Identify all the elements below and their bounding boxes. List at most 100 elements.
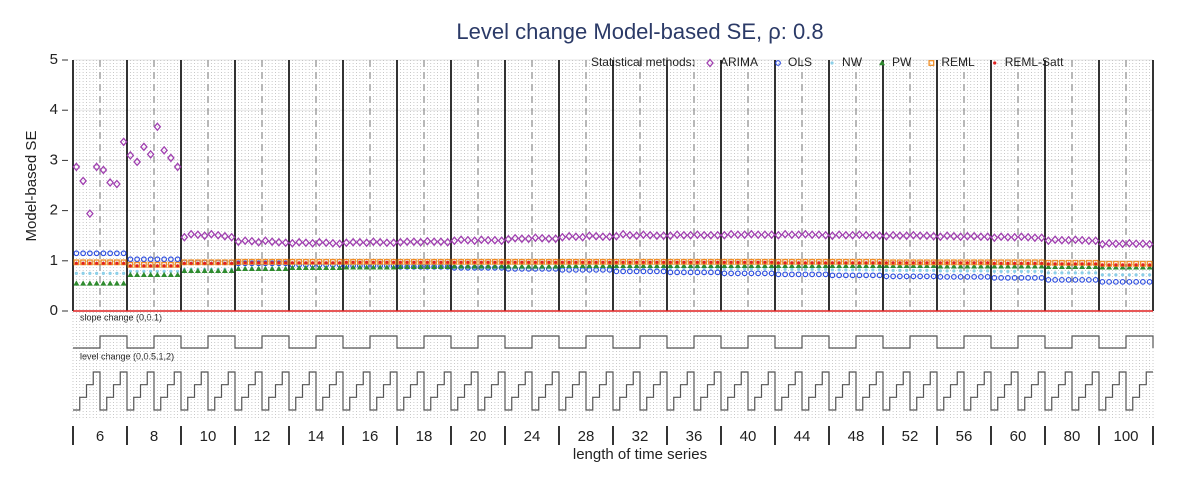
point [250,261,254,265]
point [551,234,560,244]
x-tick-label: 100 [1113,428,1138,445]
point [525,258,532,265]
point [1100,263,1104,267]
point [1067,262,1071,266]
point [450,236,459,246]
legend-item: ARIMA [706,55,758,69]
point [525,263,532,269]
point [869,272,876,279]
point [167,271,174,278]
point [721,258,728,265]
point [925,261,929,265]
point [79,176,87,186]
point [162,269,166,273]
x-tick-label: 56 [956,428,973,445]
point [714,262,721,269]
point [1139,264,1146,270]
point [135,264,139,268]
point [86,209,94,219]
point [957,263,964,269]
point [587,260,591,264]
point [377,264,384,270]
point [1121,263,1125,267]
point [660,258,667,265]
point [99,165,108,175]
point [802,271,809,278]
point [729,267,733,271]
point [1010,232,1019,242]
legend-label: ARIMA [720,55,758,69]
point [586,262,593,269]
point [80,280,87,286]
chart-title: Level change Model-based SE, ρ: 0.8 [456,19,823,44]
point [736,267,740,271]
point [578,232,587,242]
x-tick-label: 24 [524,428,541,445]
point [365,260,369,264]
point [714,269,721,276]
point [713,230,722,240]
point [612,231,621,241]
point [95,261,99,265]
point [635,260,639,264]
point [302,238,310,248]
point [1019,261,1023,265]
point [1126,278,1133,285]
y-tick-label: 1 [50,252,58,269]
point [1107,273,1111,277]
legend-marker [928,60,935,66]
point [108,271,112,275]
point [963,231,972,241]
point [410,263,417,270]
point [122,261,126,265]
point [86,250,93,257]
point [1004,274,1011,281]
point [608,260,612,264]
point [1071,235,1080,245]
point [73,250,80,257]
point [242,265,249,272]
point [620,268,627,275]
point [667,262,674,269]
point [795,271,802,278]
point [296,264,303,271]
point [370,258,377,265]
point [532,263,539,269]
point [329,238,337,248]
point [682,260,686,264]
point [689,260,693,264]
point [127,271,134,278]
point [842,272,849,279]
point [986,261,990,265]
point [473,260,477,264]
point [714,258,721,265]
point [115,261,119,265]
point [505,258,512,265]
point [370,264,377,270]
point [518,258,525,265]
point [741,262,748,269]
point [761,258,768,265]
point [1094,271,1098,275]
point [161,256,168,263]
point [647,258,654,265]
point [1085,276,1092,283]
point [254,237,263,247]
point [134,271,141,278]
point [701,258,708,265]
point [998,274,1005,281]
point [423,236,432,246]
point [999,261,1003,265]
point [721,262,728,269]
point [101,261,105,265]
point [485,258,492,265]
point [722,267,726,271]
x-tick-label: 10 [200,428,217,445]
point [878,268,882,272]
point [1126,264,1133,270]
point [593,262,600,269]
point [937,259,944,266]
point [431,258,438,265]
legend-marker [830,61,834,65]
point [342,238,351,248]
